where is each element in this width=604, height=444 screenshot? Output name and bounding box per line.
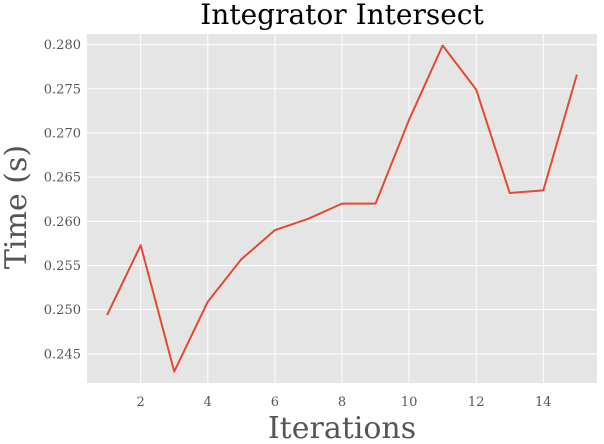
y-axis-label: Time (s) (0, 145, 34, 269)
y-tick-label: 0.270 (44, 126, 81, 141)
x-tick-label: 2 (137, 395, 145, 410)
y-tick-label: 0.280 (44, 38, 81, 53)
series-group (106, 44, 578, 373)
grid-lines (87, 34, 597, 383)
y-tick-label: 0.245 (44, 347, 81, 362)
y-tick-label: 0.265 (44, 171, 81, 186)
y-tick-label: 0.275 (44, 82, 81, 97)
y-tick-labels: 0.245 0.250 0.255 0.260 0.265 0.270 0.275 0.280 (44, 38, 81, 362)
x-tick-label: 4 (204, 395, 212, 410)
x-tick-label: 6 (271, 395, 279, 410)
y-tick-label: 0.260 (44, 215, 81, 230)
y-tick-label: 0.255 (44, 259, 81, 274)
series-line (106, 44, 578, 373)
x-tick-label: 14 (535, 395, 552, 410)
x-tick-label: 12 (468, 395, 485, 410)
x-tick-labels: 2 4 6 8 10 12 14 (137, 395, 552, 410)
y-tick-label: 0.250 (44, 303, 81, 318)
x-tick-label: 8 (338, 395, 346, 410)
x-tick-label: 10 (401, 395, 418, 410)
x-axis-label: Iterations (268, 411, 416, 444)
chart-title: Integrator Intersect (200, 0, 484, 31)
